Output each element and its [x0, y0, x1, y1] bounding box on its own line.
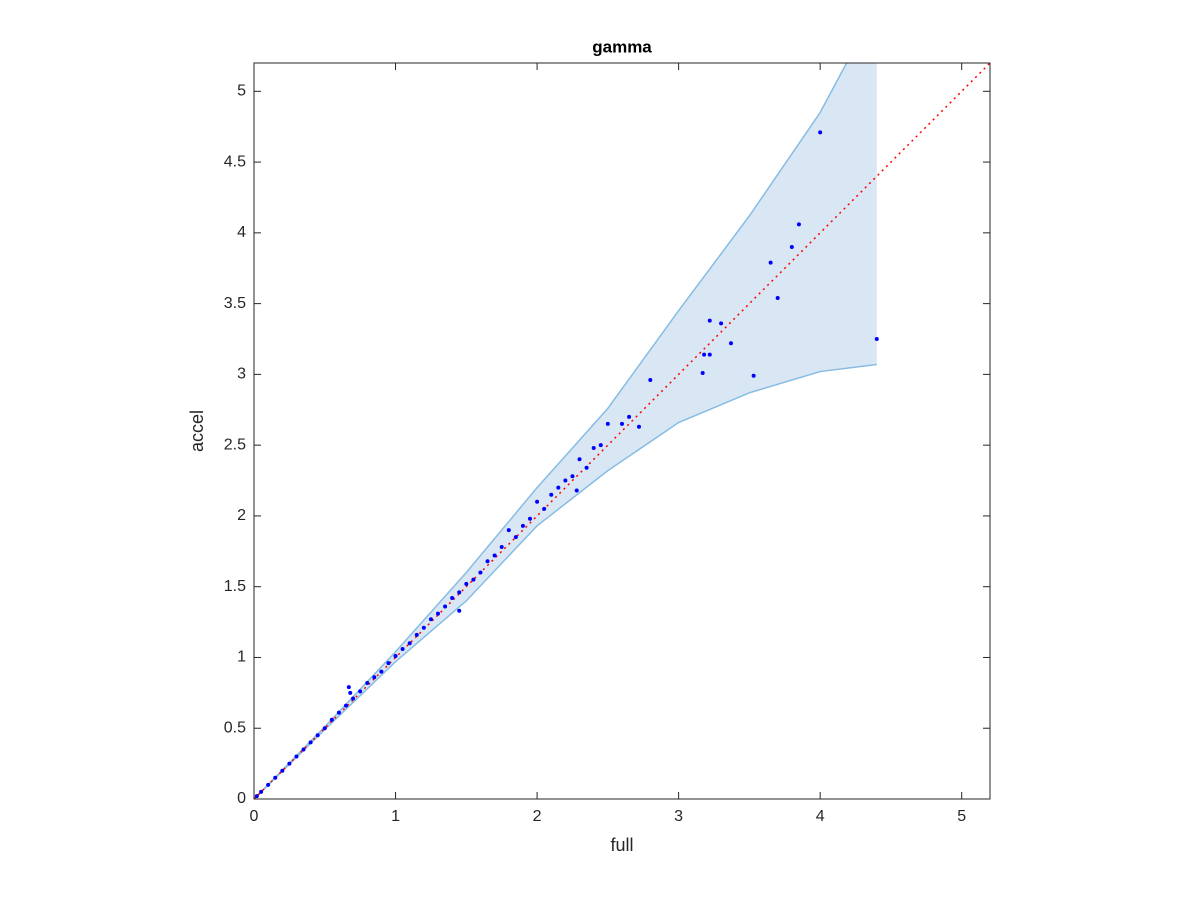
point	[421, 625, 426, 630]
point	[346, 685, 351, 690]
point	[549, 492, 554, 497]
point	[728, 341, 733, 346]
band-upper	[254, 63, 848, 799]
point	[789, 245, 794, 249]
y-tick-label: 3	[237, 366, 246, 383]
point	[574, 488, 579, 493]
plot-area	[254, 63, 990, 799]
point	[259, 789, 264, 794]
point	[280, 768, 285, 773]
point	[457, 590, 462, 595]
point	[365, 680, 370, 685]
point	[407, 641, 412, 646]
point	[344, 703, 348, 708]
point	[457, 608, 462, 613]
x-tick-label: 3	[674, 808, 683, 825]
y-tick-label: 5	[237, 83, 246, 100]
point	[620, 421, 624, 426]
point	[751, 373, 756, 378]
point	[329, 717, 334, 722]
point	[719, 321, 724, 326]
x-tick-label: 1	[391, 808, 400, 825]
point	[492, 553, 497, 558]
point	[775, 295, 780, 300]
x-tick-label: 2	[533, 808, 542, 825]
point	[707, 352, 712, 357]
point	[528, 516, 532, 521]
point	[393, 654, 398, 659]
point	[584, 465, 589, 470]
y-tick-label: 3.5	[224, 295, 246, 312]
band-lower	[254, 363, 877, 799]
x-axis-label: full	[610, 835, 633, 855]
y-tick-label: 1.5	[224, 578, 246, 595]
point	[294, 754, 299, 759]
x-tick-label: 0	[250, 808, 259, 825]
point	[636, 424, 641, 429]
point	[372, 675, 377, 680]
point	[570, 474, 575, 479]
point	[520, 523, 525, 528]
point	[499, 545, 504, 550]
y-tick-label: 4.5	[224, 153, 246, 170]
point	[414, 632, 419, 637]
x-tick-label: 4	[816, 808, 825, 825]
y-tick-label: 2.5	[224, 436, 246, 453]
point	[513, 535, 518, 540]
point	[386, 661, 391, 666]
point	[542, 506, 547, 511]
point	[443, 604, 448, 609]
point	[598, 443, 603, 448]
point	[348, 690, 353, 695]
point	[358, 689, 363, 694]
point	[436, 611, 440, 616]
point	[605, 421, 610, 426]
point	[707, 318, 712, 323]
point	[563, 478, 568, 483]
point	[301, 747, 306, 752]
point	[818, 130, 823, 135]
y-axis-label: accel	[187, 410, 207, 452]
point	[874, 337, 879, 341]
point	[478, 570, 483, 575]
point	[273, 775, 278, 780]
point	[450, 596, 455, 601]
point	[700, 370, 705, 375]
point	[648, 378, 653, 383]
point	[428, 617, 433, 622]
point	[506, 528, 511, 533]
point	[315, 733, 320, 738]
y-tick-label: 0	[237, 790, 246, 807]
point	[322, 726, 327, 731]
point	[400, 646, 405, 651]
point	[485, 559, 490, 564]
point	[254, 794, 259, 799]
point	[796, 222, 801, 227]
point	[577, 457, 582, 462]
point	[266, 782, 271, 787]
point	[379, 669, 384, 674]
point	[702, 352, 707, 357]
point	[336, 710, 341, 715]
point	[471, 577, 476, 582]
point	[627, 414, 632, 419]
axes-box	[253, 62, 991, 800]
band-fill	[254, 63, 877, 799]
y-tick-label: 0.5	[224, 719, 246, 736]
x-tick-label: 5	[957, 808, 966, 825]
y-tick-label: 4	[237, 224, 246, 241]
y-tick-label: 2	[237, 507, 246, 524]
point	[556, 485, 561, 490]
point	[535, 499, 540, 504]
point	[287, 761, 292, 766]
point	[591, 445, 596, 450]
point	[308, 740, 313, 745]
point	[351, 696, 356, 701]
chart-title: gamma	[592, 37, 652, 56]
point	[464, 581, 469, 586]
y-tick-label: 1	[237, 649, 246, 666]
point	[768, 260, 773, 265]
